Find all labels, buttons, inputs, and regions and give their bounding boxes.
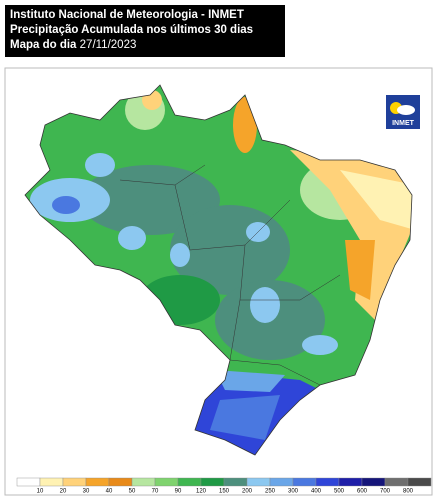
- legend-swatch: [108, 477, 133, 487]
- legend-swatch: [177, 477, 202, 487]
- legend-tick-label: 10: [37, 489, 44, 495]
- legend-swatch: [85, 477, 110, 487]
- legend-swatch: [131, 477, 156, 487]
- date-label: Mapa do dia: [10, 39, 77, 51]
- logo-cloud: [397, 105, 415, 115]
- legend-swatch: [292, 477, 317, 487]
- legend-tick-label: 500: [334, 489, 345, 495]
- legend-swatch: [154, 477, 179, 487]
- legend-tick-label: 800: [403, 489, 414, 495]
- date: 27/11/2023: [79, 39, 137, 51]
- state-borders: [119, 164, 341, 386]
- legend-tick-label: 40: [106, 489, 113, 495]
- legend-tick-label: 200: [242, 489, 253, 495]
- legend-tick-label: 120: [196, 489, 207, 495]
- legend-swatch: [223, 477, 248, 487]
- legend-tick-label: 600: [357, 489, 368, 495]
- header-subtitle: Precipitação Acumulada nos últimos 30 di…: [10, 24, 254, 36]
- header-date-line: Mapa do dia 27/11/2023: [10, 38, 280, 53]
- legend-tick-label: 70: [152, 489, 159, 495]
- legend-swatch: [200, 477, 225, 487]
- legend-swatch: [338, 477, 363, 487]
- legend-swatch: [62, 477, 87, 487]
- header: Instituto Nacional de Meteorologia - INM…: [5, 5, 285, 57]
- legend-swatch: [384, 477, 409, 487]
- legend-tick-label: 50: [129, 489, 136, 495]
- legend-swatch: [361, 477, 386, 487]
- legend-swatch: [16, 477, 41, 487]
- legend: 10 20 30 40 50 70 90 120 150 200 250 300 400 500 600 70…: [16, 477, 432, 495]
- legend-swatch: [407, 477, 432, 487]
- legend-tick-label: 20: [60, 489, 67, 495]
- legend-tick-label: 700: [380, 489, 391, 495]
- legend-tick-label: 30: [83, 489, 90, 495]
- legend-tick-label: 150: [219, 489, 230, 495]
- legend-swatch: [269, 477, 294, 487]
- legend-tick-label: 90: [175, 489, 182, 495]
- precip-field: [25, 85, 412, 455]
- logo-text: INMET: [392, 120, 415, 127]
- legend-tick-label: 300: [288, 489, 299, 495]
- legend-swatch: [246, 477, 271, 487]
- legend-tick-label: 250: [265, 489, 276, 495]
- header-title: Instituto Nacional de Meteorologia - INM…: [10, 9, 244, 21]
- legend-tick-label: 400: [311, 489, 322, 495]
- legend-swatch: [39, 477, 64, 487]
- map-frame: [4, 67, 433, 496]
- legend-swatch: [315, 477, 340, 487]
